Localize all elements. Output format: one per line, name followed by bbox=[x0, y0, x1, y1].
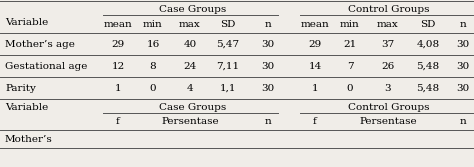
Text: Persentase: Persentase bbox=[359, 117, 417, 125]
Text: SD: SD bbox=[220, 20, 236, 29]
Text: 3: 3 bbox=[385, 84, 392, 93]
Text: 1: 1 bbox=[115, 84, 121, 93]
Text: max: max bbox=[179, 20, 201, 29]
Text: 4,08: 4,08 bbox=[417, 40, 439, 48]
Text: 0: 0 bbox=[150, 84, 156, 93]
Text: f: f bbox=[116, 117, 120, 125]
Text: 14: 14 bbox=[309, 61, 322, 70]
Text: Variable: Variable bbox=[5, 104, 48, 113]
Text: Case Groups: Case Groups bbox=[159, 5, 227, 14]
Text: 30: 30 bbox=[261, 40, 274, 48]
Text: mean: mean bbox=[301, 20, 329, 29]
Text: 21: 21 bbox=[343, 40, 356, 48]
Text: 40: 40 bbox=[183, 40, 197, 48]
Text: Gestational age: Gestational age bbox=[5, 61, 87, 70]
Text: 30: 30 bbox=[261, 84, 274, 93]
Text: n: n bbox=[264, 117, 272, 125]
Text: Variable: Variable bbox=[5, 18, 48, 27]
Text: 30: 30 bbox=[456, 61, 470, 70]
Text: Control Groups: Control Groups bbox=[348, 5, 430, 14]
Text: 26: 26 bbox=[382, 61, 395, 70]
Text: 30: 30 bbox=[261, 61, 274, 70]
Text: 8: 8 bbox=[150, 61, 156, 70]
Text: 29: 29 bbox=[309, 40, 322, 48]
Text: 30: 30 bbox=[456, 40, 470, 48]
Text: 0: 0 bbox=[346, 84, 353, 93]
Text: 1,1: 1,1 bbox=[220, 84, 236, 93]
Text: 5,47: 5,47 bbox=[217, 40, 239, 48]
Text: min: min bbox=[340, 20, 360, 29]
Text: 1: 1 bbox=[312, 84, 319, 93]
Text: 37: 37 bbox=[382, 40, 395, 48]
Text: Parity: Parity bbox=[5, 84, 36, 93]
Text: Control Groups: Control Groups bbox=[348, 103, 430, 112]
Text: max: max bbox=[377, 20, 399, 29]
Text: n: n bbox=[460, 20, 466, 29]
Text: mean: mean bbox=[104, 20, 132, 29]
Text: 16: 16 bbox=[146, 40, 160, 48]
Text: 7: 7 bbox=[346, 61, 353, 70]
Text: 5,48: 5,48 bbox=[417, 61, 439, 70]
Text: f: f bbox=[313, 117, 317, 125]
Text: Case Groups: Case Groups bbox=[159, 103, 227, 112]
Text: 24: 24 bbox=[183, 61, 197, 70]
Text: n: n bbox=[264, 20, 272, 29]
Text: 4: 4 bbox=[187, 84, 193, 93]
Text: SD: SD bbox=[420, 20, 436, 29]
Text: min: min bbox=[143, 20, 163, 29]
Text: Mother’s age: Mother’s age bbox=[5, 40, 75, 48]
Text: Persentase: Persentase bbox=[161, 117, 219, 125]
Text: Mother’s: Mother’s bbox=[5, 134, 53, 143]
Text: 30: 30 bbox=[456, 84, 470, 93]
Text: n: n bbox=[460, 117, 466, 125]
Text: 29: 29 bbox=[111, 40, 125, 48]
Text: 12: 12 bbox=[111, 61, 125, 70]
Text: 7,11: 7,11 bbox=[217, 61, 239, 70]
Text: 5,48: 5,48 bbox=[417, 84, 439, 93]
